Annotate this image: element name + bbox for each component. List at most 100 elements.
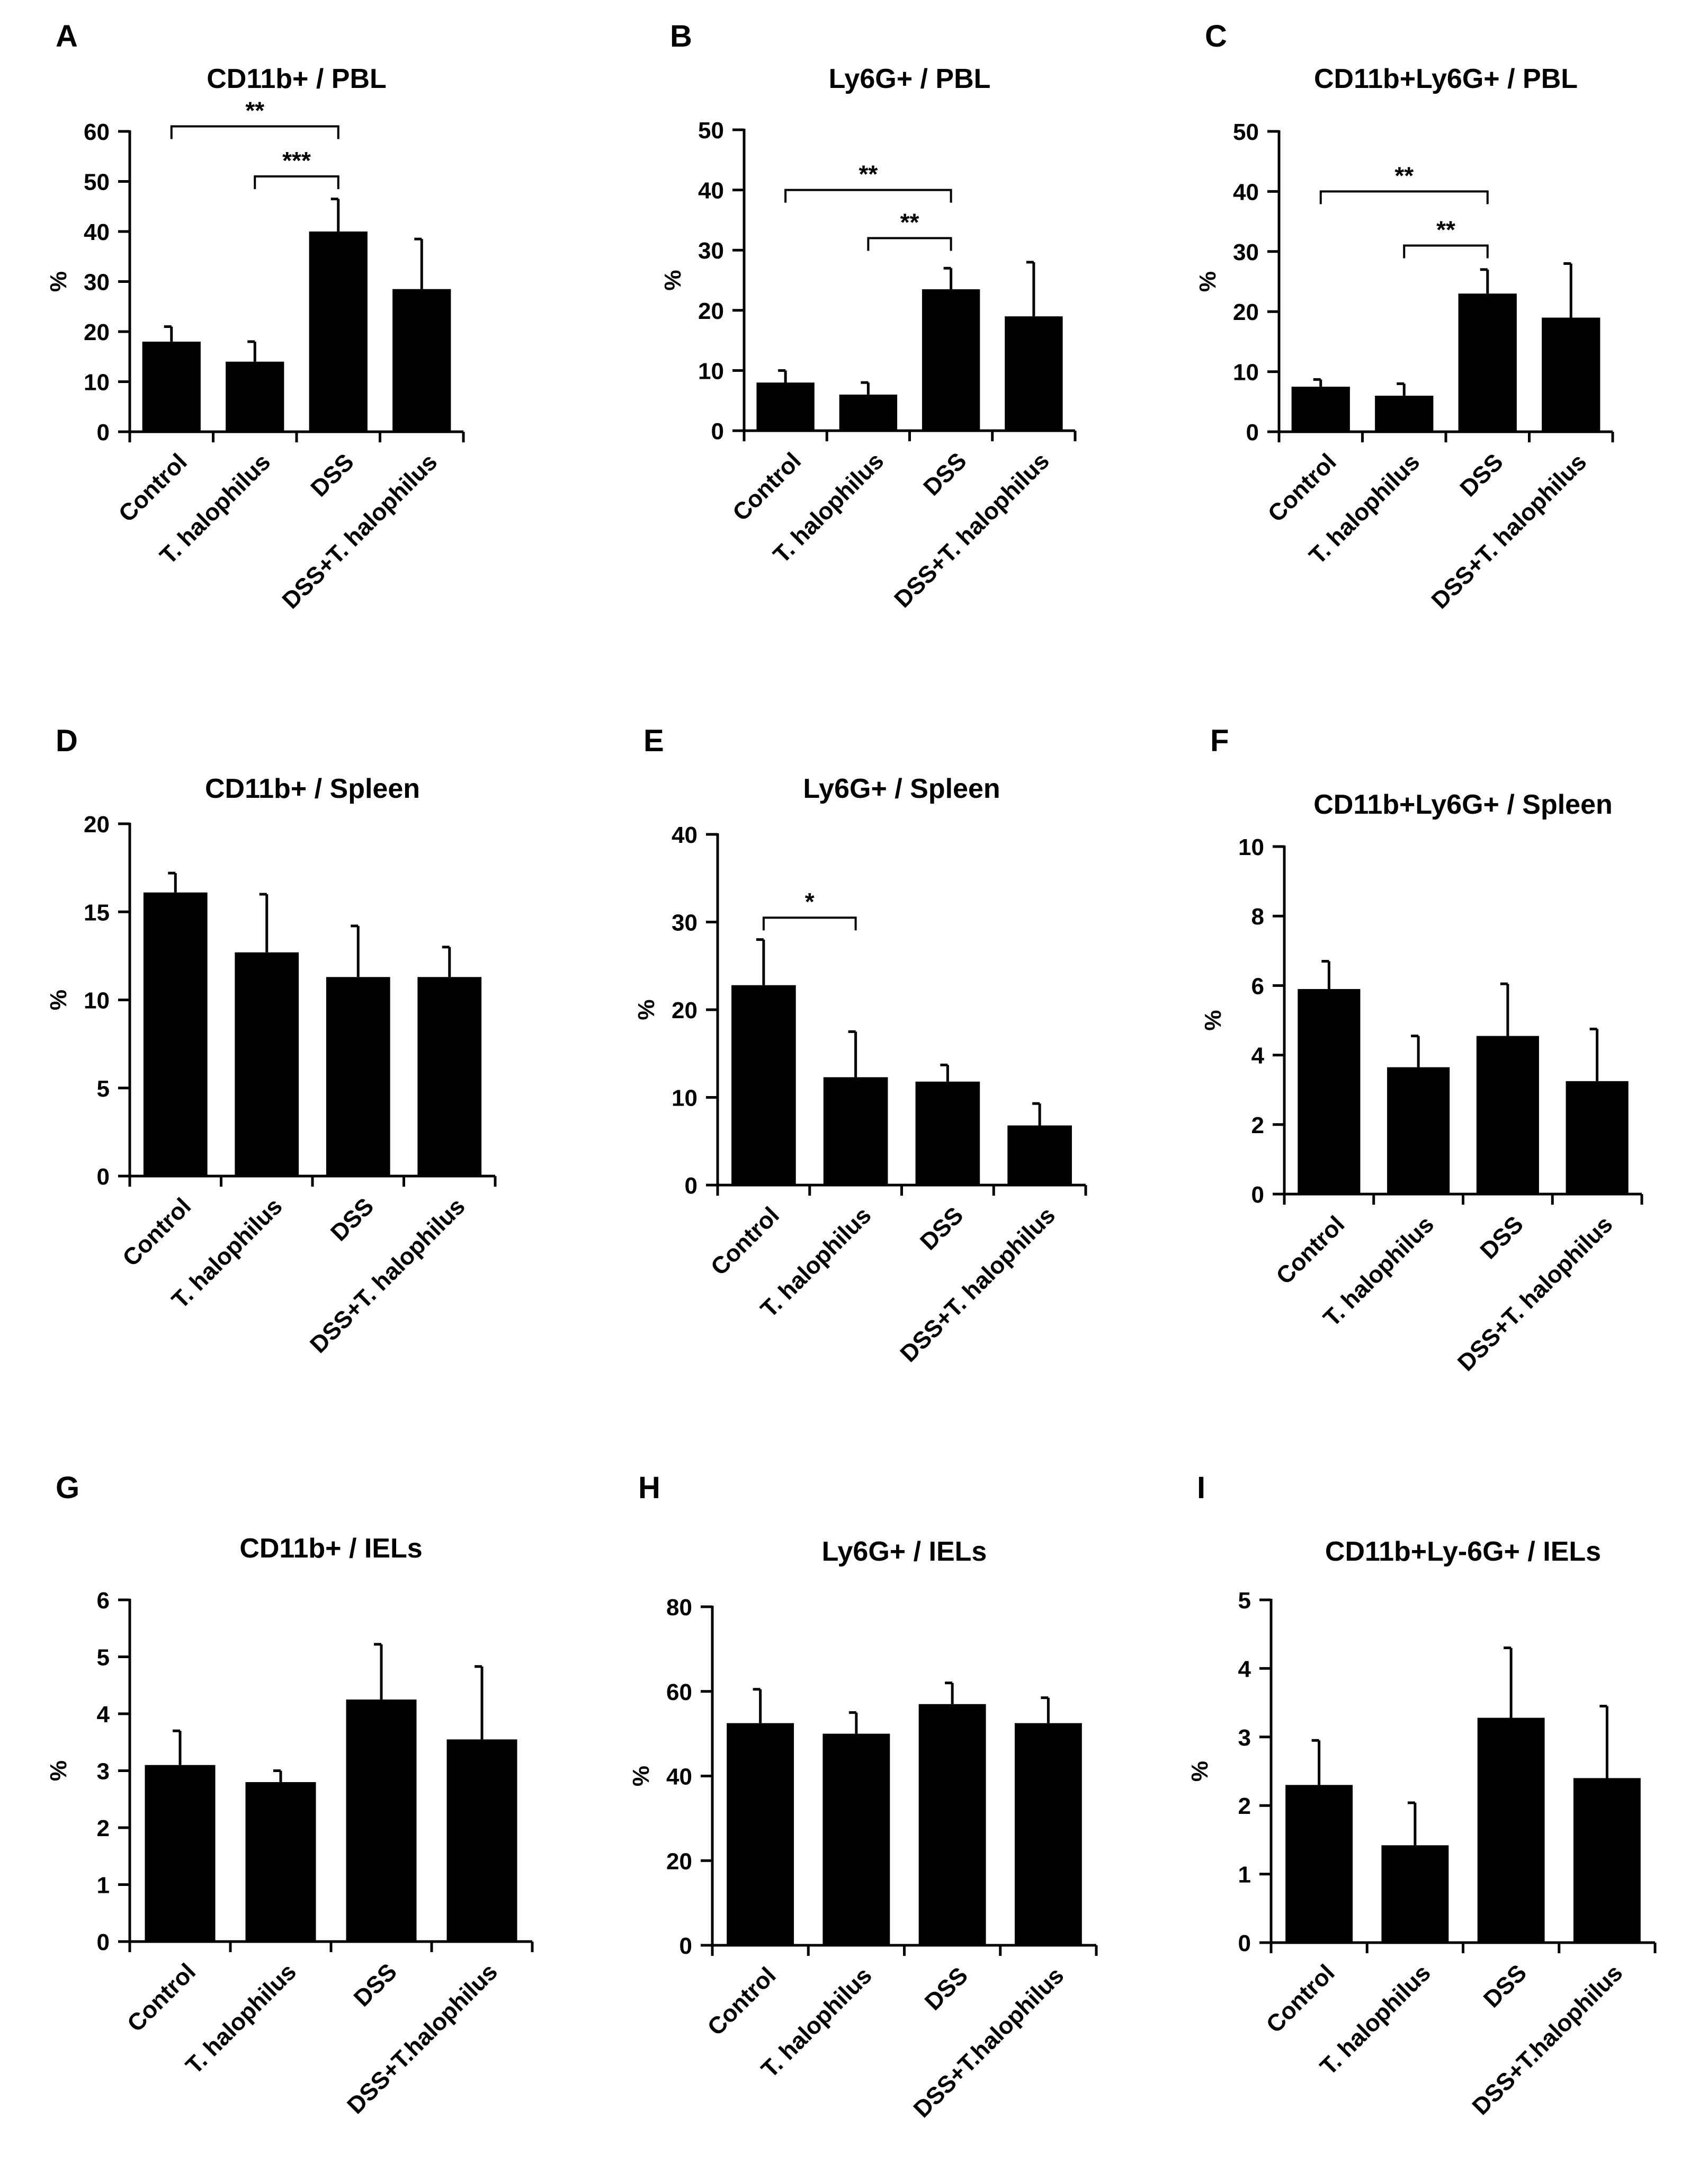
category-label: Control xyxy=(705,1201,784,1280)
significance-label: *** xyxy=(282,147,311,174)
bar xyxy=(756,382,815,431)
bar xyxy=(1476,1036,1539,1194)
bar xyxy=(1285,1785,1353,1943)
y-tick-label: 10 xyxy=(698,358,724,384)
y-tick-label: 60 xyxy=(84,119,110,145)
bar xyxy=(1005,316,1063,431)
significance-bracket xyxy=(1403,244,1489,259)
bar xyxy=(245,1782,316,1942)
y-axis-label: % xyxy=(1195,271,1221,292)
y-tick-label: 50 xyxy=(84,170,110,195)
category-label: Control xyxy=(727,447,806,526)
significance-label: ** xyxy=(1436,216,1455,243)
y-tick-label: 3 xyxy=(97,1759,110,1785)
bar xyxy=(915,1081,980,1185)
y-tick-label: 0 xyxy=(711,419,724,444)
y-tick-label: 8 xyxy=(1251,904,1264,930)
category-label: DSS xyxy=(1478,1959,1532,2013)
category-label: DSS xyxy=(348,1958,402,2011)
y-tick-label: 40 xyxy=(666,1764,692,1790)
significance-label: ** xyxy=(1394,162,1414,189)
y-tick-label: 20 xyxy=(1233,299,1259,325)
y-tick-label: 20 xyxy=(84,319,110,345)
y-tick-label: 20 xyxy=(698,298,724,324)
bar xyxy=(1375,395,1434,432)
y-axis-label: % xyxy=(633,999,659,1020)
y-tick-label: 5 xyxy=(97,1076,110,1102)
category-label: Control xyxy=(122,1958,201,2037)
significance-bracket xyxy=(1319,190,1489,204)
panel-letter: H xyxy=(638,1471,660,1505)
bar xyxy=(145,1765,216,1942)
y-tick-label: 2 xyxy=(97,1815,110,1841)
y-tick-label: 30 xyxy=(698,238,724,264)
chart-title: Ly6G+ / PBL xyxy=(829,64,991,94)
panel-letter: G xyxy=(56,1471,79,1505)
category-label: DSS xyxy=(1454,448,1508,502)
bar xyxy=(823,1077,888,1185)
y-tick-label: 0 xyxy=(679,1933,692,1959)
y-tick-label: 0 xyxy=(97,1164,110,1190)
y-tick-label: 60 xyxy=(666,1679,692,1705)
bar xyxy=(1291,386,1350,432)
category-label: DSS xyxy=(1474,1210,1528,1264)
bar xyxy=(922,289,980,431)
category-label: DSS xyxy=(325,1192,379,1246)
chart-title: CD11b+Ly6G+ / PBL xyxy=(1314,64,1578,94)
y-tick-label: 15 xyxy=(84,900,110,925)
bar xyxy=(918,1704,986,1945)
category-label: DSS+T. halophilus xyxy=(277,448,443,614)
y-tick-label: 4 xyxy=(97,1702,110,1728)
bar xyxy=(1542,317,1600,432)
chart-title: CD11b+ / PBL xyxy=(207,64,387,94)
bar xyxy=(392,289,451,432)
significance-label: * xyxy=(805,888,815,915)
y-tick-label: 10 xyxy=(1233,360,1259,386)
y-tick-label: 10 xyxy=(672,1085,697,1111)
chart-title: Ly6G+ / Spleen xyxy=(803,773,1000,804)
bar xyxy=(446,1739,517,1942)
category-label: DSS+T. halophilus xyxy=(895,1201,1060,1367)
bar xyxy=(731,985,796,1185)
y-axis-label: % xyxy=(46,1760,71,1781)
y-tick-label: 20 xyxy=(672,998,697,1023)
panel-letter: I xyxy=(1197,1471,1205,1505)
bar xyxy=(1298,989,1361,1194)
y-axis-label: % xyxy=(628,1766,654,1786)
y-tick-label: 30 xyxy=(84,270,110,296)
category-label: DSS xyxy=(918,447,971,501)
bar xyxy=(727,1723,794,1945)
y-tick-label: 30 xyxy=(1233,239,1259,265)
bar xyxy=(1014,1723,1082,1945)
bar xyxy=(839,394,898,431)
y-axis-label: % xyxy=(1187,1761,1213,1782)
category-label: Control xyxy=(1271,1210,1349,1289)
y-tick-label: 10 xyxy=(1238,834,1264,860)
significance-bracket xyxy=(762,916,857,931)
bar xyxy=(235,952,299,1176)
bar xyxy=(417,977,482,1176)
category-label: DSS xyxy=(305,448,359,502)
y-tick-label: 2 xyxy=(1251,1112,1264,1138)
y-tick-label: 5 xyxy=(97,1645,110,1671)
chart-title: Ly6G+ / IELs xyxy=(822,1536,987,1567)
y-tick-label: 2 xyxy=(1238,1793,1251,1819)
y-tick-label: 10 xyxy=(84,370,110,396)
y-tick-label: 6 xyxy=(97,1588,110,1614)
panel-letter: B xyxy=(670,19,692,54)
y-tick-label: 0 xyxy=(97,1929,110,1955)
panel-letter: A xyxy=(56,19,78,54)
y-tick-label: 0 xyxy=(97,420,110,446)
panel-letter: C xyxy=(1205,19,1227,54)
chart-title: CD11b+Ly6G+ / Spleen xyxy=(1313,789,1613,820)
bar xyxy=(143,892,208,1176)
y-tick-label: 4 xyxy=(1238,1656,1251,1682)
significance-label: ** xyxy=(245,97,264,124)
